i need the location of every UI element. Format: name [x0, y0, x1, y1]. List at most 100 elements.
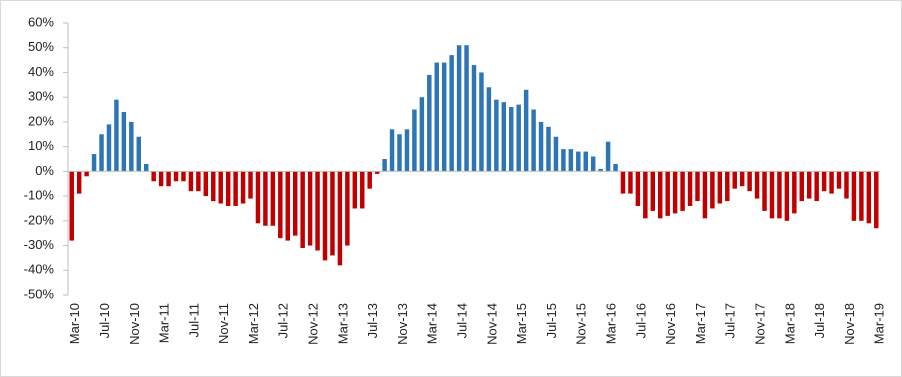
- x-tick-label: Mar-17: [693, 303, 708, 344]
- bar: [598, 168, 603, 172]
- bar: [382, 159, 387, 172]
- y-tick-label: -20%: [24, 212, 55, 227]
- bar: [285, 171, 290, 241]
- x-tick-label: Nov-17: [753, 303, 768, 345]
- bar: [590, 156, 596, 172]
- bar: [859, 171, 864, 221]
- bar: [501, 102, 507, 172]
- bar: [717, 171, 723, 204]
- x-tick-label: Jul-13: [365, 303, 380, 338]
- bar: [99, 134, 104, 172]
- bar: [844, 171, 849, 199]
- bar: [479, 72, 484, 172]
- x-tick-label: Nov-14: [484, 303, 499, 345]
- bar: [658, 171, 663, 219]
- x-tick-label: Mar-13: [335, 303, 350, 344]
- x-tick-label: Mar-18: [782, 303, 797, 344]
- bar: [240, 171, 246, 204]
- x-tick-label: Jul-18: [812, 303, 827, 338]
- bar: [225, 171, 231, 206]
- bar: [84, 171, 89, 177]
- bar: [769, 171, 775, 219]
- bar: [829, 171, 834, 194]
- x-tick-label: Mar-15: [514, 303, 529, 344]
- bar: [360, 171, 365, 209]
- bar: [114, 99, 119, 172]
- bar: [605, 141, 611, 172]
- bar: [292, 171, 298, 236]
- x-tick-label: Nov-12: [306, 303, 321, 345]
- bar: [188, 171, 194, 192]
- bar: [173, 171, 179, 182]
- bar: [754, 171, 760, 199]
- bar: [784, 171, 790, 221]
- bar: [434, 62, 439, 172]
- bar: [792, 171, 797, 214]
- bar: [799, 171, 805, 202]
- x-tick-label: Nov-10: [127, 303, 142, 345]
- x-tick-label: Jul-16: [633, 303, 648, 338]
- x-tick-label: Nov-15: [574, 303, 589, 345]
- bar: [158, 171, 164, 187]
- x-tick-label: Mar-12: [246, 303, 261, 344]
- bar: [874, 171, 879, 229]
- bar: [270, 171, 276, 226]
- bar: [233, 171, 238, 206]
- bar: [412, 109, 417, 172]
- y-tick-label: 0%: [35, 163, 54, 178]
- x-tick-label: Jul-12: [276, 303, 291, 338]
- bar: [255, 171, 261, 224]
- x-tick-label: Mar-14: [425, 303, 440, 344]
- bar: [516, 104, 521, 172]
- y-tick-label: 40%: [28, 64, 54, 79]
- x-tick-label: Jul-14: [455, 303, 470, 338]
- bar: [613, 163, 618, 172]
- bar: [665, 171, 670, 216]
- bar: [836, 171, 842, 189]
- x-tick-label: Jul-10: [97, 303, 112, 338]
- y-tick-label: 60%: [28, 14, 54, 29]
- bar: [106, 124, 112, 172]
- bar: [561, 149, 566, 172]
- bar: [576, 151, 581, 172]
- bar: [851, 171, 857, 221]
- bar: [352, 171, 358, 209]
- y-tick-label: 30%: [28, 89, 54, 104]
- bar: [680, 171, 685, 211]
- bar: [151, 171, 156, 182]
- y-tick-label: -50%: [24, 286, 55, 301]
- bar: [464, 45, 469, 172]
- bar: [121, 112, 127, 172]
- bar: [419, 97, 425, 172]
- bar: [531, 109, 536, 172]
- x-tick-label: Mar-10: [67, 303, 82, 344]
- bar: [315, 171, 320, 251]
- bar: [739, 171, 745, 187]
- x-tick-label: Nov-16: [663, 303, 678, 345]
- x-tick-label: Nov-18: [842, 303, 857, 345]
- bar: [203, 171, 209, 197]
- bar: [367, 171, 372, 189]
- bar: [635, 171, 641, 206]
- bar: [307, 171, 313, 246]
- bar: [196, 171, 201, 192]
- x-tick-label: Jul-15: [544, 303, 559, 338]
- bar: [546, 126, 551, 172]
- bar: [821, 171, 827, 192]
- y-tick-label: 10%: [28, 138, 54, 153]
- bar: [397, 134, 402, 172]
- bar: [628, 171, 633, 194]
- bar: [695, 171, 700, 202]
- bar: [263, 171, 268, 226]
- bar: [486, 87, 492, 172]
- y-tick-label: -30%: [24, 237, 55, 252]
- bar: [583, 151, 588, 172]
- bar: [136, 136, 142, 172]
- bar: [620, 171, 626, 194]
- x-tick-label: Nov-11: [216, 303, 231, 344]
- bar: [710, 171, 715, 209]
- bar: [449, 55, 454, 172]
- bar: [672, 171, 678, 214]
